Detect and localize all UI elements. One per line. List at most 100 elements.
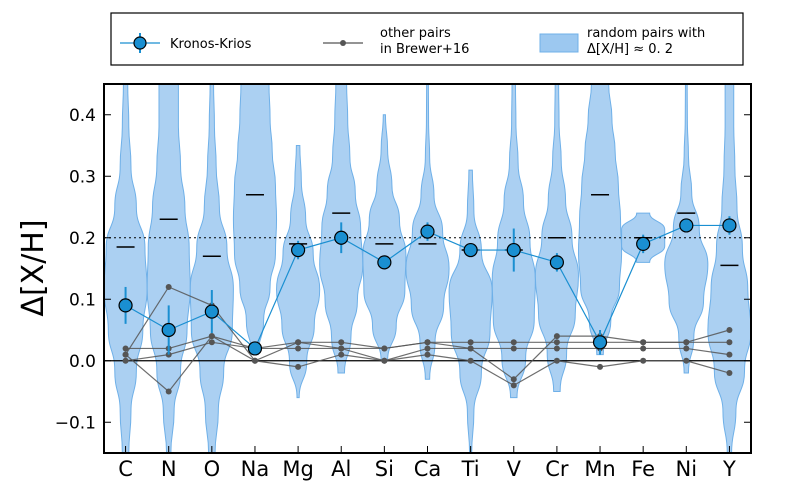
- legend-kronos-label: Kronos-Krios: [170, 37, 252, 52]
- other-pairs-point-2-ti: [467, 339, 474, 346]
- y-tick-label: −0.1: [55, 413, 96, 433]
- x-tick-label-mn: Mn: [584, 457, 615, 481]
- x-tick-label-ca: Ca: [414, 457, 442, 481]
- other-pairs-point-1-v: [510, 376, 517, 383]
- x-tick-label-al: Al: [331, 457, 351, 481]
- other-pairs-point-3-v: [510, 345, 517, 352]
- other-pairs-point-2-ca: [424, 339, 431, 346]
- legend-random-swatch: [539, 33, 579, 53]
- legend-random-label-1: random pairs with: [587, 26, 705, 41]
- other-pairs-point-3-o: [208, 339, 215, 346]
- other-pairs-point-4-cr: [553, 357, 560, 364]
- legend-random-label-2: Δ[X/H] ≈ 0. 2: [587, 42, 673, 57]
- other-pairs-point-3-cr: [553, 345, 560, 352]
- kronos-point-mn: [592, 335, 608, 350]
- violin-ti: [448, 169, 493, 453]
- kronos-point-n: [161, 322, 176, 338]
- legend: Kronos-Krios other pairs in Brewer+16 ra…: [110, 12, 744, 66]
- x-tick-label-mg: Mg: [282, 457, 313, 481]
- other-pairs-point-4-si: [381, 357, 388, 364]
- kronos-point-c: [118, 298, 133, 313]
- y-axis: −0.1 0.0 0.1 0.2 0.3 0.4: [55, 106, 751, 433]
- x-tick-label-n: N: [161, 457, 177, 481]
- other-pairs-point-4-v: [510, 382, 517, 389]
- other-pairs-point-4-o: [208, 333, 215, 340]
- other-pairs-point-3-ti: [467, 345, 474, 352]
- y-tick-label: 0.1: [69, 290, 96, 310]
- kronos-point-ca: [420, 224, 435, 239]
- x-tick-label-cr: Cr: [545, 457, 569, 481]
- other-pairs-point-4-al: [338, 351, 345, 358]
- other-pairs-point-4-y: [726, 370, 733, 377]
- y-axis-label: Δ[X/H]: [16, 219, 51, 316]
- other-pairs-point-4-n: [165, 388, 172, 395]
- x-tick-label-si: Si: [375, 457, 394, 481]
- kronos-point-ni: [679, 218, 694, 233]
- kronos-point-y: [722, 218, 737, 233]
- other-pairs-point-4-ca: [424, 351, 431, 358]
- other-pairs-point-4-ni: [683, 357, 690, 364]
- violin-mn: [577, 84, 623, 356]
- kronos-point-si: [377, 255, 392, 270]
- x-tick-label-v: V: [507, 457, 522, 481]
- other-pairs-point-4-na: [251, 357, 258, 364]
- kronos-point-fe: [636, 236, 651, 251]
- x-tick-label-ti: Ti: [461, 457, 480, 481]
- violin-mg: [276, 144, 321, 399]
- other-pairs-point-4-mg: [295, 363, 302, 370]
- other-pairs-point-1-n: [165, 283, 172, 290]
- x-tick-label-y: Y: [722, 457, 736, 481]
- legend-other-label-2: in Brewer+16: [380, 42, 469, 57]
- kronos-point-v: [506, 242, 521, 258]
- other-pairs-point-2-ni: [683, 339, 690, 346]
- legend-other-marker: [340, 40, 346, 46]
- x-tick-label-na: Na: [241, 457, 270, 481]
- other-pairs-point-3-y: [726, 351, 733, 358]
- kronos-point-na: [247, 341, 263, 356]
- violin-na: [232, 84, 278, 356]
- y-tick-label: 0.3: [69, 167, 96, 187]
- y-tick-label: 0.2: [69, 229, 96, 249]
- other-pairs-point-2-c: [122, 345, 129, 352]
- other-pairs-point-4-fe: [640, 357, 647, 364]
- violin-c: [104, 84, 148, 453]
- other-pairs-point-4-mn: [597, 363, 604, 370]
- violin-layer: [104, 84, 751, 453]
- kronos-point-al: [334, 230, 349, 245]
- other-pairs-point-2-si: [381, 345, 388, 352]
- kronos-point-cr: [549, 255, 565, 270]
- other-pairs-point-4-c: [122, 351, 129, 358]
- other-pairs-point-1-y: [726, 327, 733, 333]
- other-pairs-point-2-y: [726, 339, 733, 346]
- other-pairs-point-2-fe: [640, 339, 647, 346]
- y-tick-label: 0.4: [69, 106, 96, 126]
- other-pairs-point-2-mg: [295, 339, 302, 346]
- other-pairs-point-3-ni: [683, 345, 690, 352]
- kronos-layer: [118, 216, 737, 356]
- y-tick-label: 0.0: [69, 352, 96, 372]
- other-pairs-point-1-cr: [553, 333, 560, 340]
- other-pairs-point-3-mg: [295, 345, 302, 352]
- other-pairs-point-2-cr: [553, 339, 560, 346]
- other-pairs-point-1-al: [338, 339, 345, 346]
- kronos-point-mg: [291, 242, 306, 258]
- violin-o: [189, 84, 234, 453]
- x-tick-label-o: O: [204, 457, 221, 481]
- other-pairs-point-3-al: [338, 345, 345, 352]
- x-axis: C N O Na Mg Al Si Ca Ti V Cr Mn Fe Ni Y: [118, 446, 736, 481]
- other-pairs-point-3-ca: [424, 345, 431, 352]
- x-tick-label-ni: Ni: [676, 457, 698, 481]
- x-tick-label-fe: Fe: [631, 457, 655, 481]
- legend-frame: [110, 12, 744, 66]
- kronos-point-ti: [463, 242, 478, 258]
- other-pairs-point-3-fe: [640, 345, 647, 352]
- kronos-point-o: [204, 304, 219, 319]
- other-pairs-point-3-c: [122, 357, 129, 364]
- violin-y: [707, 84, 751, 453]
- violin-n: [146, 84, 191, 453]
- other-pairs-point-2-v: [510, 339, 517, 346]
- legend-other-label-1: other pairs: [380, 26, 451, 41]
- legend-kronos-marker: [133, 36, 147, 50]
- other-pairs-point-4-ti: [467, 357, 474, 364]
